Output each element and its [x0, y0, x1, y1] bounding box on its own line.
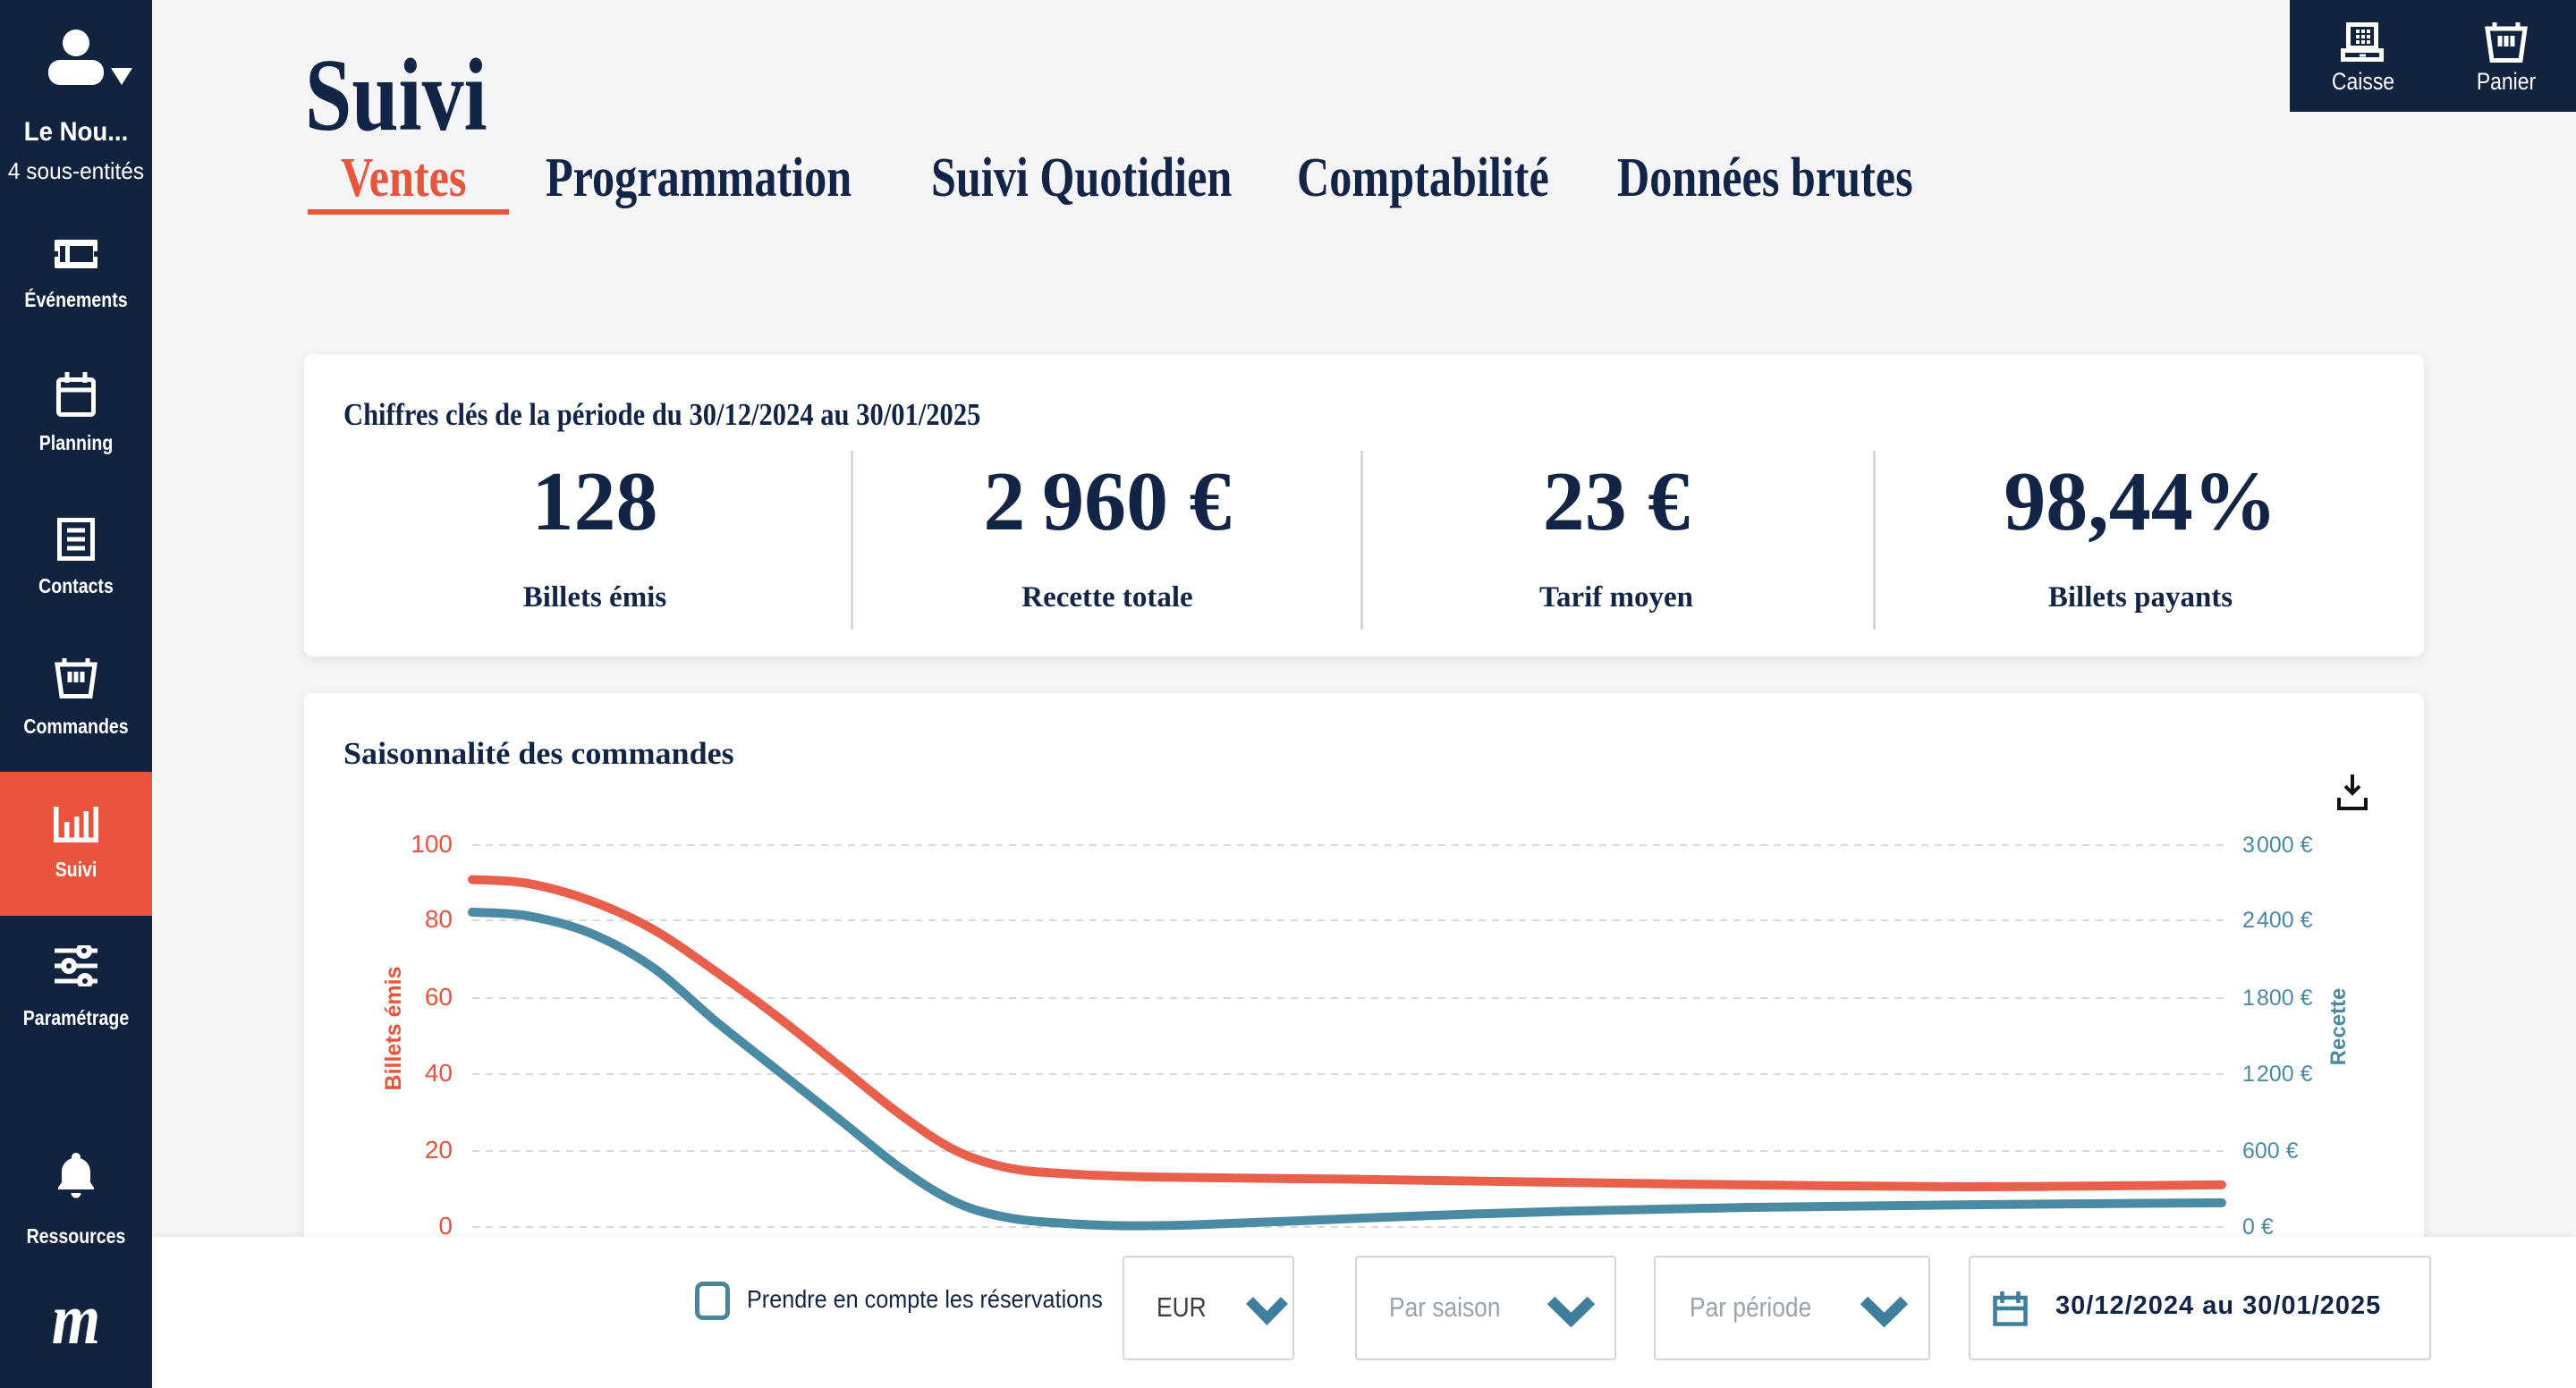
- svg-text:0: 0: [438, 1212, 453, 1240]
- svg-text:2 400 €: 2 400 €: [2242, 908, 2313, 933]
- svg-text:Billets émis: Billets émis: [381, 967, 406, 1091]
- svg-text:20: 20: [425, 1136, 453, 1164]
- svg-text:40: 40: [425, 1059, 453, 1087]
- svg-text:600 €: 600 €: [2242, 1138, 2299, 1164]
- svg-text:1 200 €: 1 200 €: [2242, 1062, 2313, 1087]
- svg-text:Recette: Recette: [2326, 988, 2351, 1066]
- svg-text:0 €: 0 €: [2242, 1214, 2274, 1240]
- svg-text:60: 60: [425, 983, 453, 1011]
- svg-text:80: 80: [425, 905, 453, 933]
- svg-text:3 000 €: 3 000 €: [2242, 833, 2313, 858]
- svg-text:100: 100: [411, 830, 453, 858]
- svg-text:1 800 €: 1 800 €: [2242, 986, 2313, 1011]
